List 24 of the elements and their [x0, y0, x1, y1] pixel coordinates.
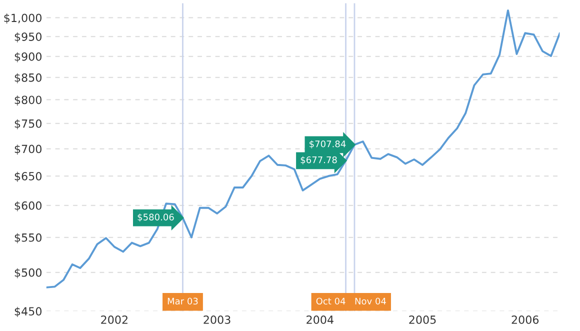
- y-tick-label: $850: [14, 73, 42, 84]
- ref-line-label: Oct 04: [316, 298, 346, 305]
- annotation: $707.84: [310, 140, 346, 149]
- ref-line-label: Nov 04: [355, 298, 386, 305]
- y-tick-label: $700: [14, 144, 42, 155]
- y-tick-label: $650: [14, 172, 42, 182]
- x-tick-label: 2005: [409, 316, 436, 324]
- x-tick-label: 2002: [101, 316, 128, 324]
- ref-line-label: Mar 03: [168, 298, 198, 305]
- y-tick-label: $900: [14, 52, 42, 62]
- y-tick-label: $950: [14, 32, 42, 42]
- y-tick-label: $750: [14, 119, 42, 130]
- x-tick-label: 2006: [512, 316, 539, 324]
- x-tick-label: 2003: [204, 316, 230, 324]
- y-tick-label: $500: [14, 268, 42, 278]
- y-tick-label: $1,000: [4, 14, 42, 24]
- annotation: $677.78: [300, 156, 337, 164]
- annotation: $580.06: [138, 213, 174, 222]
- y-tick-label: $550: [14, 233, 42, 244]
- x-tick-label: 2004: [306, 316, 334, 324]
- line-series: [46, 9, 560, 288]
- y-tick-label: $450: [14, 306, 42, 317]
- y-tick-label: $800: [14, 95, 42, 106]
- y-tick-label: $600: [14, 201, 42, 212]
